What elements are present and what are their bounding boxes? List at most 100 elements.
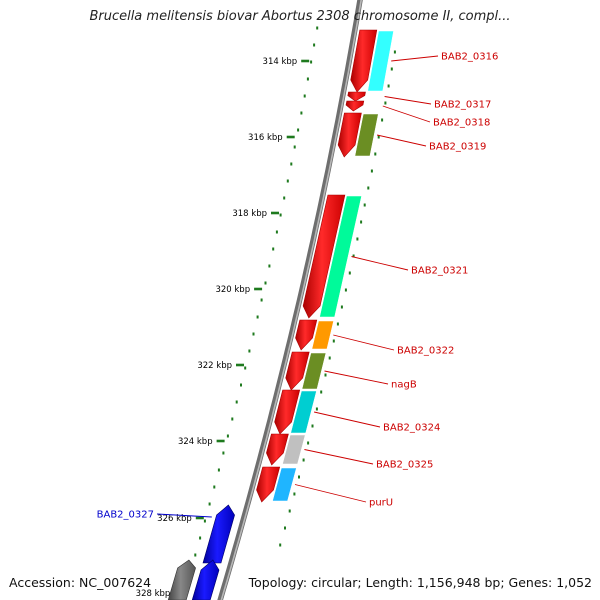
ruler-dot-outer <box>387 84 390 88</box>
ruler-dot-outer <box>293 492 296 496</box>
ruler-dot-outer <box>367 186 370 190</box>
ruler-dot <box>226 434 229 438</box>
ruler-dot-outer <box>356 237 359 241</box>
ruler-dot <box>275 230 278 234</box>
gene-label: BAB2_0322 <box>397 346 454 357</box>
label-leader-line <box>304 449 374 465</box>
ruler-dot <box>293 145 296 149</box>
ruler-dot-outer <box>302 458 305 462</box>
ruler-dot <box>208 502 211 506</box>
ruler-dot <box>283 196 286 200</box>
gene-label: BAB2_0321 <box>411 266 468 277</box>
ruler-dot <box>256 315 259 319</box>
gene-label: nagB <box>391 380 417 391</box>
ruler-dot-outer <box>344 288 347 292</box>
ruler-tick <box>216 439 225 443</box>
ruler-dot <box>290 162 293 166</box>
ruler-dot <box>268 264 271 268</box>
label-leader-line <box>351 256 409 271</box>
cog-category-track <box>272 30 394 502</box>
ruler-dot-outer <box>298 475 300 479</box>
ruler-dot-outer <box>393 50 396 54</box>
gene-arrow <box>256 466 281 503</box>
topology-text: Topology: circular; Length: 1,156,948 bp… <box>248 575 592 590</box>
backbone <box>217 0 363 600</box>
ruler-tick-label: 320 kbp <box>215 285 250 295</box>
ruler-dot-outer <box>315 407 318 411</box>
ruler-tick <box>236 363 244 367</box>
ruler-dot <box>260 298 263 302</box>
label-leader-line <box>156 513 212 518</box>
ruler-dot <box>244 366 247 370</box>
ruler-dot <box>231 417 234 421</box>
label-leader-line <box>384 96 432 105</box>
ruler-dot <box>300 111 303 115</box>
ruler-dot <box>248 349 251 353</box>
gene-labels: BAB2_0316 BAB2_0317 BAB2_0318 BAB2_0319 BAB2… <box>97 52 499 521</box>
cog-box <box>301 352 327 390</box>
ruler-dot <box>279 213 282 217</box>
ruler-dot <box>203 519 206 523</box>
label-leader-line <box>377 134 427 147</box>
label-leader-line <box>382 105 431 123</box>
ruler-dot <box>286 179 289 183</box>
ruler-tick-label: 328 kbp <box>136 589 171 599</box>
ruler-tick-label: 318 kbp <box>232 209 267 219</box>
gene-arrow <box>285 351 310 391</box>
cog-box <box>319 195 362 318</box>
gene-arrow <box>266 433 289 466</box>
label-leader-line <box>324 370 389 385</box>
gene-arrow <box>202 504 235 564</box>
accession-text: Accession: NC_007624 <box>9 575 152 590</box>
gene-arrow <box>345 100 365 112</box>
ruler-dot-outer <box>279 543 282 547</box>
backbone-highlight <box>220 0 363 600</box>
ruler-tick-label: 316 kbp <box>248 133 283 143</box>
ruler-dot <box>310 60 313 64</box>
ruler-dot-outer <box>320 390 323 394</box>
cog-box <box>367 30 394 92</box>
gene-arrow <box>347 91 366 102</box>
ruler-dot <box>264 281 267 285</box>
ruler-dot-outer <box>390 67 393 71</box>
ruler-dot-outer <box>324 373 327 377</box>
ruler-dot-outer <box>352 254 355 258</box>
ruler-dot <box>235 400 238 404</box>
gene-arrow <box>274 389 301 435</box>
gene-label: BAB2_0317 <box>434 100 491 111</box>
ruler-dot-outer <box>363 203 366 207</box>
ruler-dot <box>213 485 216 489</box>
ruler-dot-outer <box>284 526 286 530</box>
label-leader-line <box>314 411 381 428</box>
ruler-dot-outer <box>384 101 387 105</box>
gene-label: BAB2_0318 <box>433 118 490 129</box>
gene-arrow <box>337 112 362 158</box>
ruler-dot-outer <box>377 135 380 139</box>
ruler: 314 kbp 316 kbp 318 kbp 320 kbp 322 kbp 324 k… <box>136 26 396 599</box>
ruler-dot-outer <box>288 509 291 513</box>
backbone-arc <box>217 0 363 600</box>
cog-box <box>311 320 334 350</box>
ruler-dot <box>272 247 275 251</box>
cog-box <box>282 434 306 465</box>
ruler-tick-label: 326 kbp <box>157 514 192 524</box>
label-leader-line <box>294 484 367 503</box>
ruler-tick <box>271 211 279 215</box>
ruler-tick <box>301 59 310 63</box>
ruler-dot-outer <box>307 441 310 445</box>
ruler-dot-outer <box>328 356 331 360</box>
gene-arrow <box>350 29 378 93</box>
ruler-dot <box>316 26 319 30</box>
ruler-tick <box>286 135 295 139</box>
ruler-tick <box>195 516 204 520</box>
gene-label: BAB2_0316 <box>441 52 498 63</box>
ruler-tick-label: 324 kbp <box>178 437 213 447</box>
ruler-dot <box>194 553 197 557</box>
cog-box <box>272 467 297 502</box>
ruler-dot <box>297 128 300 132</box>
ruler-dot-outer <box>374 152 377 156</box>
ruler-dot <box>313 43 316 47</box>
ruler-dot-outer <box>360 220 363 224</box>
ruler-dot <box>217 468 220 472</box>
